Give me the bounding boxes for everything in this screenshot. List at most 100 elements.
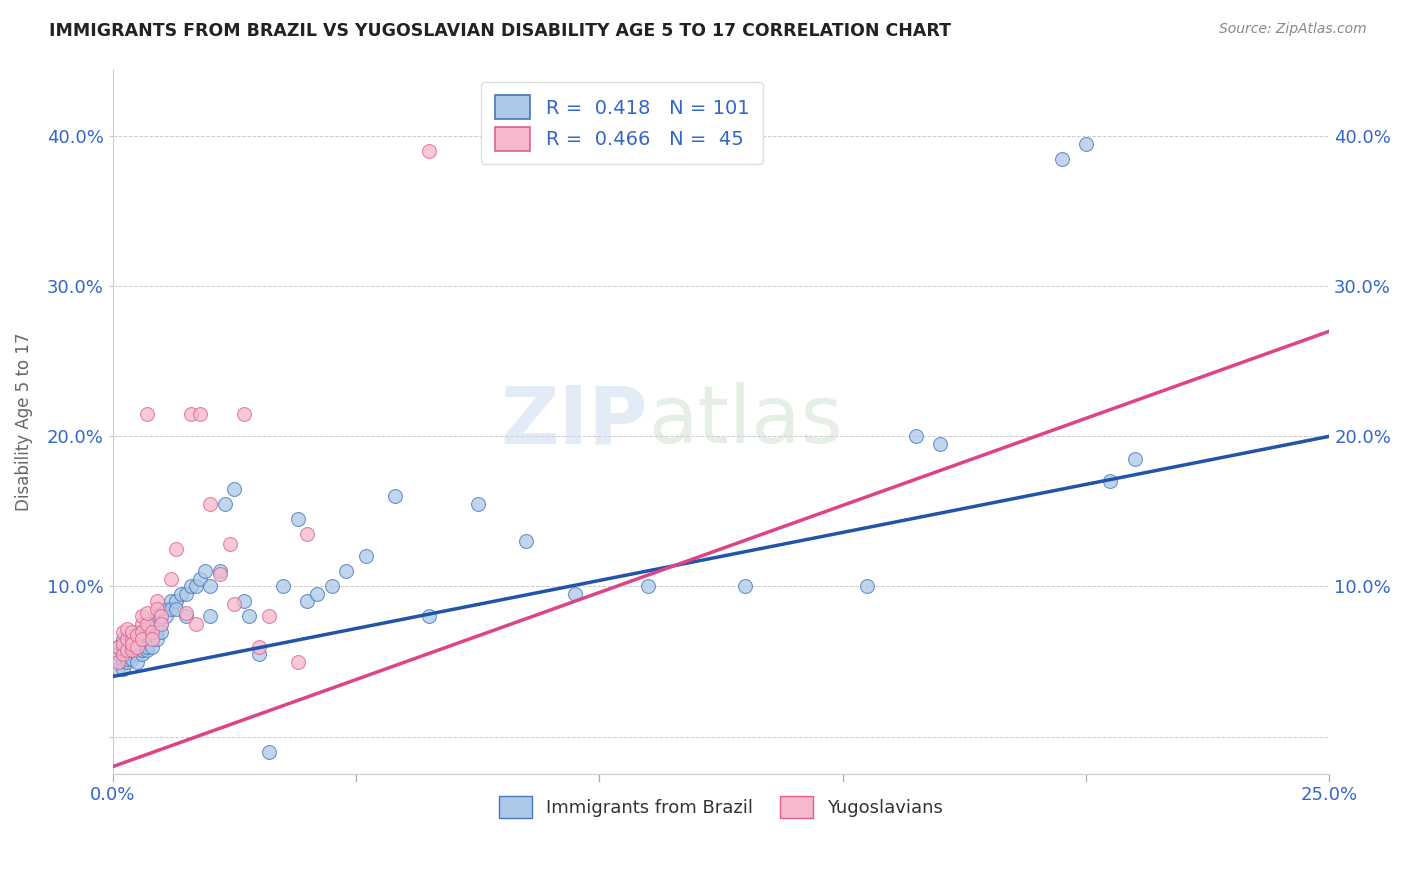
Point (257, 745, 280, 759)
Point (131, 627, 153, 641)
Point (165, 602, 187, 616)
Point (121, 632, 143, 646)
Text: IMMIGRANTS FROM BRAZIL VS YUGOSLAVIAN DISABILITY AGE 5 TO 17 CORRELATION CHART: IMMIGRANTS FROM BRAZIL VS YUGOSLAVIAN DI… (49, 22, 952, 40)
Point (131, 640, 153, 654)
Point (117, 655, 139, 669)
Point (184, 579, 207, 593)
Point (131, 632, 153, 646)
Point (121, 636, 143, 650)
Point (297, 594, 319, 608)
Point (117, 632, 139, 646)
Point (271, 579, 294, 593)
Point (145, 594, 167, 608)
Point (174, 607, 197, 621)
Point (131, 632, 153, 646)
Point (107, 640, 129, 654)
Point (150, 624, 173, 639)
Point (180, 407, 202, 421)
Point (198, 609, 221, 624)
Point (238, 609, 260, 624)
Point (121, 651, 143, 665)
Point (141, 617, 163, 632)
Point (131, 642, 153, 657)
Point (190, 572, 212, 586)
Point (194, 565, 217, 579)
Point (208, 567, 231, 582)
Point (131, 636, 153, 650)
Point (734, 579, 756, 593)
Point (637, 579, 659, 593)
Point (107, 655, 129, 669)
Point (155, 602, 177, 616)
Point (418, 609, 440, 624)
Point (150, 609, 173, 624)
Point (150, 617, 173, 632)
Point (111, 662, 134, 676)
Point (121, 632, 143, 646)
Point (1099, 475, 1122, 489)
Point (233, 594, 256, 608)
Point (117, 651, 139, 665)
Point (117, 642, 139, 657)
Point (287, 512, 309, 526)
Point (135, 640, 157, 654)
Point (117, 642, 139, 657)
Point (121, 642, 143, 657)
Point (107, 647, 129, 661)
Point (155, 609, 177, 624)
Point (117, 636, 139, 650)
Point (135, 632, 157, 646)
Point (335, 565, 357, 579)
Point (127, 624, 149, 639)
Point (111, 655, 134, 669)
Point (127, 640, 149, 654)
Point (131, 624, 153, 639)
Point (208, 565, 231, 579)
Point (141, 624, 163, 639)
Point (141, 632, 163, 646)
Point (121, 624, 143, 639)
Point (121, 642, 143, 657)
Point (127, 655, 149, 669)
Point (111, 632, 134, 646)
Point (121, 640, 143, 654)
Text: Source: ZipAtlas.com: Source: ZipAtlas.com (1219, 22, 1367, 37)
Point (233, 407, 256, 421)
Point (135, 642, 157, 657)
Point (117, 622, 139, 636)
Point (145, 617, 167, 632)
Point (131, 609, 153, 624)
Point (121, 642, 143, 657)
Point (117, 632, 139, 646)
Point (145, 624, 167, 639)
Point (297, 527, 319, 541)
Point (135, 627, 157, 641)
Point (107, 640, 129, 654)
Point (160, 594, 183, 608)
Point (218, 537, 240, 551)
Point (224, 482, 246, 496)
Point (174, 609, 197, 624)
Text: atlas: atlas (648, 383, 842, 460)
Point (145, 602, 167, 616)
Point (141, 624, 163, 639)
Point (165, 541, 187, 556)
Point (111, 647, 134, 661)
Point (121, 632, 143, 646)
Legend: Immigrants from Brazil, Yugoslavians: Immigrants from Brazil, Yugoslavians (492, 789, 950, 825)
Point (121, 647, 143, 661)
Point (384, 489, 406, 503)
Point (160, 572, 183, 586)
Point (107, 655, 129, 669)
Point (127, 647, 149, 661)
Point (354, 549, 377, 564)
Point (150, 617, 173, 632)
Point (135, 624, 157, 639)
Point (141, 632, 163, 646)
Point (198, 579, 221, 593)
Point (135, 617, 157, 632)
Point (1074, 136, 1097, 151)
Point (127, 642, 149, 657)
Point (307, 587, 329, 601)
Point (131, 624, 153, 639)
